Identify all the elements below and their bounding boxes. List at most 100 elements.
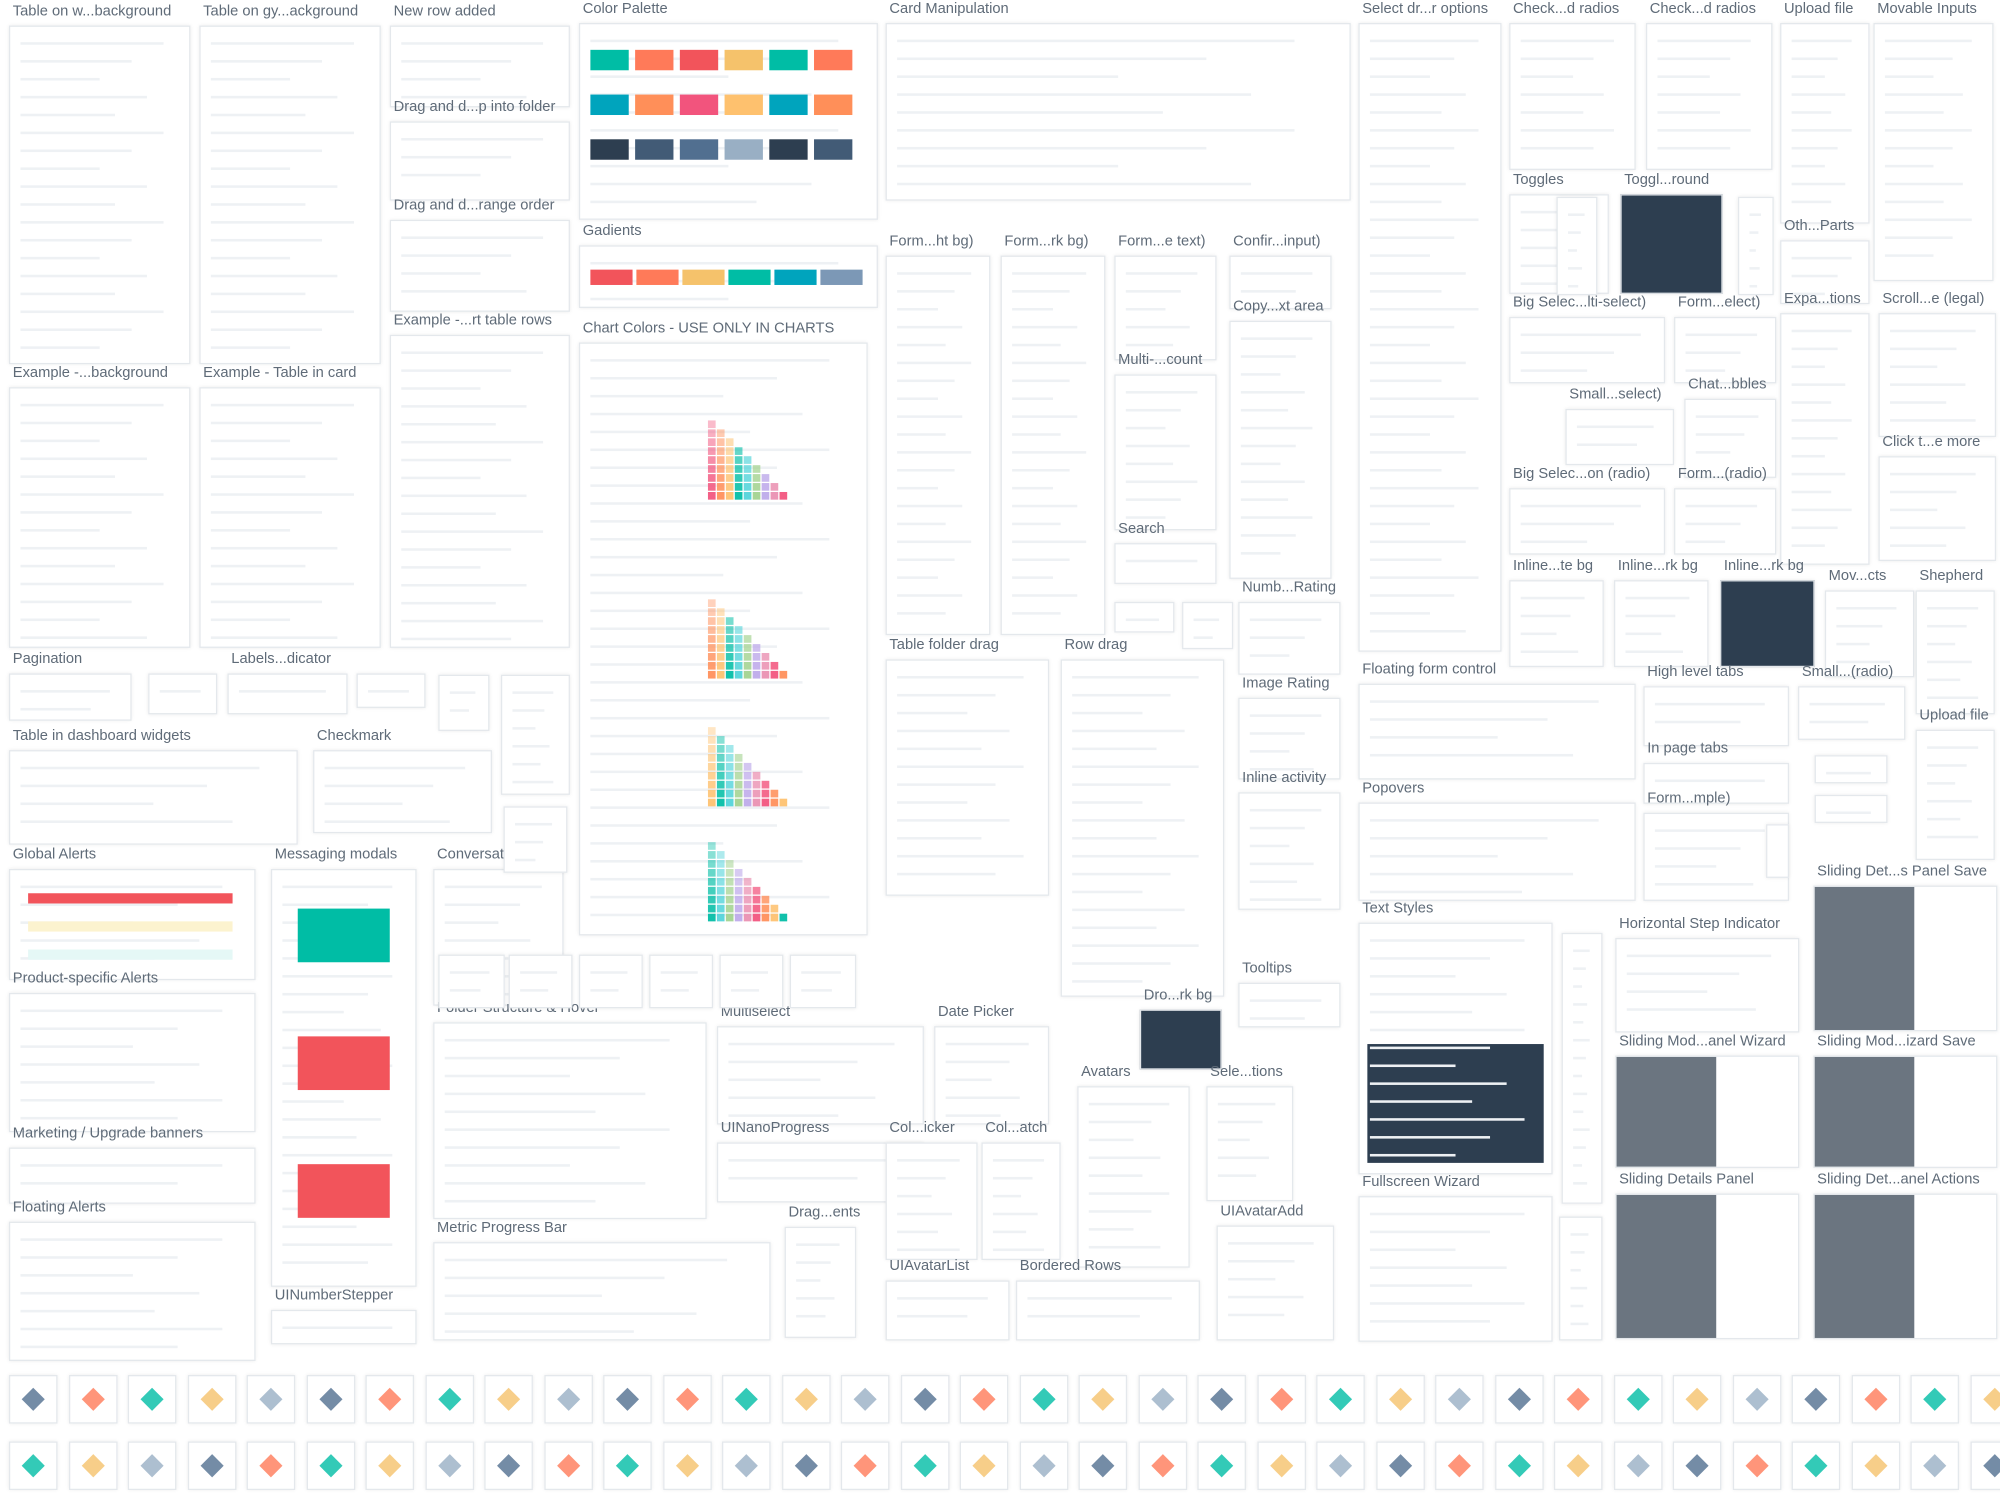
illustration-tile[interactable] [68, 1375, 117, 1424]
illustration-tile[interactable] [1078, 1375, 1128, 1424]
frame-thumbnail[interactable] [1358, 23, 1502, 652]
illustration-tile[interactable] [662, 1375, 712, 1424]
frame-thumbnail[interactable] [1358, 802, 1636, 901]
frame-thumbnail[interactable] [1615, 937, 1800, 1033]
illustration-tile[interactable] [1256, 1375, 1306, 1424]
illustration-tile[interactable] [1137, 1441, 1187, 1491]
frame-thumbnail[interactable] [1645, 23, 1773, 170]
frame-thumbnail[interactable] [1620, 194, 1723, 294]
frame-thumbnail[interactable] [1238, 601, 1341, 675]
illustration-tile[interactable] [1969, 1441, 2000, 1491]
illustration-tile[interactable] [543, 1375, 593, 1424]
illustration-tile[interactable] [722, 1375, 771, 1424]
frame-thumbnail[interactable] [1873, 23, 1994, 282]
illustration-tile[interactable] [1494, 1441, 1544, 1491]
illustration-tile[interactable] [900, 1441, 949, 1491]
illustration-tile[interactable] [722, 1441, 771, 1491]
frame-thumbnail[interactable] [1206, 1086, 1294, 1202]
frame-thumbnail[interactable] [1915, 590, 1995, 715]
frame-thumbnail[interactable] [1565, 408, 1675, 466]
illustration-tile[interactable] [1910, 1375, 1960, 1424]
illustration-tile[interactable] [1019, 1375, 1068, 1424]
frame-thumbnail[interactable] [313, 750, 492, 834]
frame-thumbnail[interactable] [1684, 398, 1777, 478]
illustration-tile[interactable] [1910, 1441, 1960, 1491]
illustration-tile[interactable] [840, 1375, 890, 1424]
illustration-tile[interactable] [1851, 1375, 1900, 1424]
frame-thumbnail[interactable] [1643, 762, 1790, 804]
frame-thumbnail[interactable] [389, 334, 570, 648]
illustration-tile[interactable] [1197, 1375, 1246, 1424]
illustration-tile[interactable] [959, 1441, 1009, 1491]
frame-thumbnail[interactable] [1238, 982, 1341, 1028]
illustration-tile[interactable] [306, 1375, 355, 1424]
illustration-tile[interactable] [781, 1441, 830, 1491]
frame-thumbnail[interactable] [1114, 543, 1217, 585]
frame-thumbnail[interactable] [1674, 316, 1777, 384]
illustration-tile[interactable] [603, 1375, 652, 1424]
frame-thumbnail[interactable] [1114, 374, 1217, 531]
frame-thumbnail[interactable] [1509, 23, 1636, 170]
illustration-tile[interactable] [662, 1441, 712, 1491]
frame-thumbnail[interactable] [8, 992, 256, 1133]
frame-thumbnail[interactable] [578, 23, 878, 220]
illustration-tile[interactable] [900, 1375, 949, 1424]
frame-thumbnail[interactable] [1615, 1055, 1800, 1169]
frame-thumbnail[interactable] [1509, 580, 1604, 668]
illustration-tile[interactable] [840, 1441, 890, 1491]
frame-thumbnail[interactable] [1238, 697, 1341, 780]
frame-thumbnail[interactable] [1878, 456, 1997, 561]
frame-thumbnail[interactable] [1674, 488, 1777, 555]
frame-thumbnail[interactable] [1780, 313, 1870, 565]
frame-thumbnail[interactable] [1643, 686, 1790, 747]
frame-thumbnail[interactable] [1878, 313, 1997, 438]
illustration-tile[interactable] [424, 1441, 474, 1491]
illustration-tile[interactable] [1137, 1375, 1187, 1424]
frame-thumbnail[interactable] [227, 673, 348, 715]
illustration-tile[interactable] [484, 1375, 533, 1424]
illustration-tile[interactable] [246, 1441, 296, 1491]
frame-thumbnail[interactable] [1139, 1009, 1222, 1070]
frame-thumbnail[interactable] [8, 1221, 256, 1361]
illustration-tile[interactable] [8, 1375, 58, 1424]
frame-thumbnail[interactable] [1238, 792, 1341, 910]
illustration-tile[interactable] [365, 1375, 415, 1424]
frame-thumbnail[interactable] [389, 121, 570, 201]
frame-thumbnail[interactable] [389, 219, 570, 312]
illustration-tile[interactable] [603, 1441, 652, 1491]
illustration-tile[interactable] [1732, 1441, 1781, 1491]
illustration-tile[interactable] [187, 1375, 236, 1424]
frame-thumbnail[interactable] [1615, 1193, 1800, 1340]
frame-thumbnail[interactable] [1780, 23, 1870, 224]
frame-thumbnail[interactable] [1824, 590, 1915, 678]
illustration-tile[interactable] [1672, 1441, 1722, 1491]
frame-thumbnail[interactable] [1780, 240, 1870, 305]
frame-thumbnail[interactable] [1060, 659, 1225, 997]
frame-thumbnail[interactable] [8, 750, 298, 845]
illustration-tile[interactable] [1078, 1441, 1128, 1491]
illustration-tile[interactable] [1732, 1375, 1781, 1424]
frame-thumbnail[interactable] [433, 1022, 707, 1220]
illustration-tile[interactable] [187, 1441, 236, 1491]
frame-thumbnail[interactable] [433, 1242, 771, 1341]
frame-thumbnail[interactable] [1077, 1086, 1190, 1268]
frame-thumbnail[interactable] [8, 25, 191, 365]
frame-thumbnail[interactable] [885, 1280, 1010, 1341]
frame-thumbnail[interactable] [885, 659, 1050, 896]
illustration-tile[interactable] [127, 1441, 177, 1491]
illustration-tile[interactable] [1851, 1441, 1900, 1491]
frame-thumbnail[interactable] [199, 387, 381, 648]
frame-thumbnail[interactable] [1358, 922, 1553, 1175]
illustration-tile[interactable] [8, 1441, 58, 1491]
frame-thumbnail[interactable] [885, 23, 1351, 201]
illustration-tile[interactable] [959, 1375, 1009, 1424]
illustration-tile[interactable] [365, 1441, 415, 1491]
illustration-tile[interactable] [543, 1441, 593, 1491]
frame-thumbnail[interactable] [389, 25, 570, 108]
frame-thumbnail[interactable] [1915, 729, 1995, 861]
illustration-tile[interactable] [1791, 1441, 1841, 1491]
illustration-tile[interactable] [1494, 1375, 1544, 1424]
illustration-tile[interactable] [1019, 1441, 1068, 1491]
illustration-tile[interactable] [246, 1375, 296, 1424]
frame-thumbnail[interactable] [1000, 255, 1106, 636]
